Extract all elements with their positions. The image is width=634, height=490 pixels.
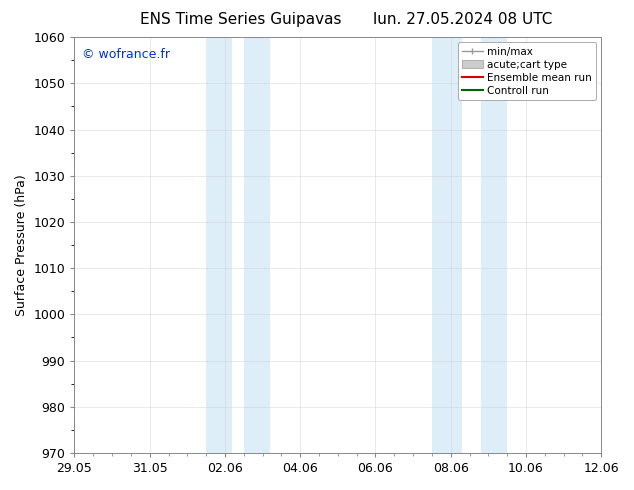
Bar — [432, 37, 462, 453]
Bar — [206, 37, 233, 453]
Bar — [481, 37, 507, 453]
Y-axis label: Surface Pressure (hPa): Surface Pressure (hPa) — [15, 174, 28, 316]
Legend: min/max, acute;cart type, Ensemble mean run, Controll run: min/max, acute;cart type, Ensemble mean … — [458, 42, 596, 100]
Text: ENS Time Series Guipavas: ENS Time Series Guipavas — [140, 12, 342, 27]
Text: lun. 27.05.2024 08 UTC: lun. 27.05.2024 08 UTC — [373, 12, 552, 27]
Text: © wofrance.fr: © wofrance.fr — [82, 48, 171, 61]
Bar — [243, 37, 270, 453]
